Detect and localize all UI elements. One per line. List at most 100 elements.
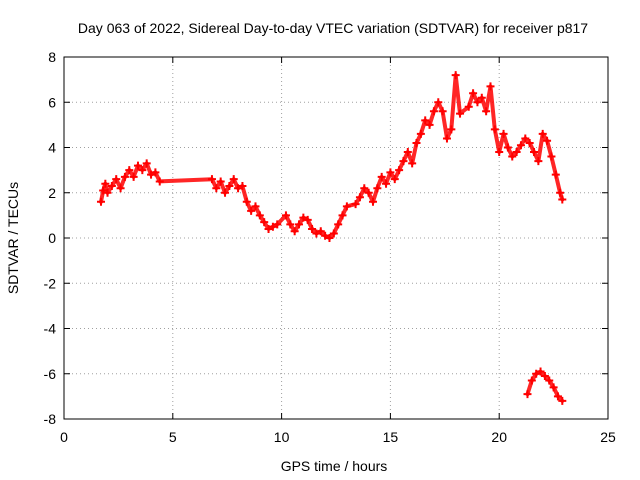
data-point [264, 224, 273, 233]
data-point [456, 109, 465, 118]
data-point [155, 177, 164, 186]
data-point [386, 168, 395, 177]
data-point [268, 222, 277, 231]
data-point [536, 367, 545, 376]
data-point [251, 202, 260, 211]
data-point [486, 82, 495, 91]
data-point [395, 166, 404, 175]
data-point [534, 157, 543, 166]
y-tick-label: -2 [44, 275, 57, 291]
y-tick-label: -4 [44, 321, 57, 337]
data-point [338, 211, 347, 220]
chart-title: Day 063 of 2022, Sidereal Day-to-day VTE… [78, 20, 588, 36]
data-point [112, 175, 121, 184]
data-point [103, 188, 112, 197]
data-point [373, 184, 382, 193]
data-point [538, 129, 547, 138]
data-point [368, 197, 377, 206]
data-point [242, 197, 251, 206]
data-point [442, 134, 451, 143]
data-point [451, 71, 460, 80]
x-tick-label: 0 [60, 429, 68, 445]
data-point [101, 179, 110, 188]
data-point [425, 120, 434, 129]
data-point [229, 175, 238, 184]
data-point [281, 211, 290, 220]
x-axis-label: GPS time / hours [281, 458, 388, 474]
data-point [549, 383, 558, 392]
y-axis-label: SDTVAR / TECUs [5, 182, 21, 294]
data-point [490, 125, 499, 134]
data-point [553, 392, 562, 401]
data-point [138, 166, 147, 175]
data-point [377, 172, 386, 181]
data-point [247, 206, 256, 215]
data-point [543, 136, 552, 145]
data-point [399, 157, 408, 166]
y-tick-label: 8 [48, 49, 56, 65]
data-point [408, 159, 417, 168]
x-tick-label: 25 [600, 429, 616, 445]
data-point [308, 224, 317, 233]
data-point [290, 227, 299, 236]
data-point [355, 193, 364, 202]
data-point [547, 152, 556, 161]
data-point [299, 213, 308, 222]
data-point [225, 181, 234, 190]
data-point [364, 188, 373, 197]
data-point [221, 188, 230, 197]
data-point [512, 148, 521, 157]
y-tick-label: -6 [44, 366, 57, 382]
axis-ticks: 0 5 10 15 20 25 -8 -6 -4 -2 0 2 4 6 8 [44, 49, 616, 445]
data-point [255, 211, 264, 220]
data-point [295, 220, 304, 229]
data-point [525, 138, 534, 147]
x-tick-label: 10 [274, 429, 290, 445]
data-point [523, 390, 532, 399]
data-point [116, 184, 125, 193]
data-point [556, 188, 565, 197]
data-point [558, 195, 567, 204]
data-point [416, 129, 425, 138]
y-tick-label: 6 [48, 94, 56, 110]
data-point [147, 170, 156, 179]
data-point [316, 227, 325, 236]
data-point [273, 220, 282, 229]
data-point [342, 202, 351, 211]
x-tick-label: 5 [169, 429, 177, 445]
data-point [382, 179, 391, 188]
data-point [403, 148, 412, 157]
data-point [412, 138, 421, 147]
data-point [260, 218, 269, 227]
data-point [473, 98, 482, 107]
data-point [447, 125, 456, 134]
data-point [464, 102, 473, 111]
data-point [421, 116, 430, 125]
data-point [142, 159, 151, 168]
data-point [321, 231, 330, 240]
data-point [212, 184, 221, 193]
y-tick-label: -8 [44, 411, 57, 427]
data-point [312, 229, 321, 238]
data-point [96, 197, 105, 206]
data-point [530, 148, 539, 157]
data-point [216, 177, 225, 186]
data-point [207, 175, 216, 184]
data-point [545, 376, 554, 385]
data-point [325, 234, 334, 242]
data-points [96, 71, 567, 405]
data-point [390, 175, 399, 184]
data-point [120, 172, 129, 181]
data-point [303, 215, 312, 224]
data-point [360, 184, 369, 193]
data-point [482, 107, 491, 116]
data-point [334, 220, 343, 229]
data-point [438, 107, 447, 116]
data-point [238, 181, 247, 190]
data-point [540, 372, 549, 381]
y-tick-label: 4 [48, 140, 56, 156]
x-tick-label: 20 [491, 429, 507, 445]
data-point [234, 184, 243, 193]
data-point [133, 161, 142, 170]
